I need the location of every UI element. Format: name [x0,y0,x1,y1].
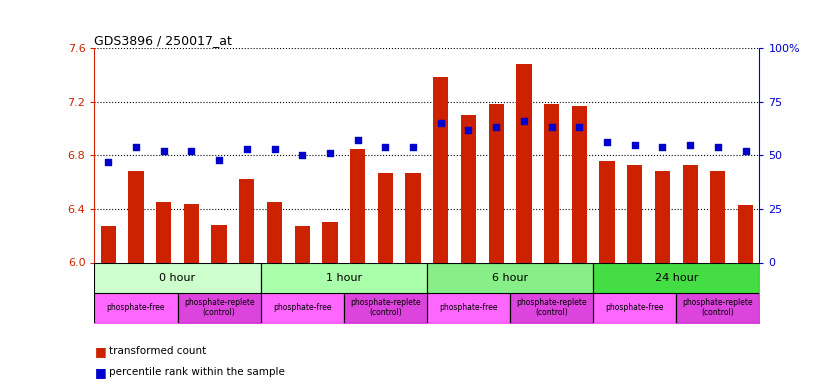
Point [684,141,697,147]
Text: ■: ■ [94,366,106,379]
Point [378,144,392,150]
Point [656,144,669,150]
Bar [571,106,587,263]
Point [600,139,613,146]
Bar [184,204,199,263]
Point [406,144,420,150]
Bar [212,225,227,263]
Point [489,124,502,131]
Text: 6 hour: 6 hour [492,273,528,283]
Text: 24 hour: 24 hour [654,273,698,283]
Bar [710,171,726,263]
Bar [156,202,172,263]
Point [462,126,475,132]
Bar [738,205,753,263]
Text: phosphate-replete
(control): phosphate-replete (control) [516,298,587,317]
Bar [599,161,615,263]
Bar [239,179,255,263]
Bar [350,149,365,263]
Point [545,124,558,131]
Point [434,120,447,126]
Text: ■: ■ [94,345,106,358]
Bar [406,173,420,263]
Bar [295,226,310,263]
Text: GDS3896 / 250017_at: GDS3896 / 250017_at [94,34,232,47]
Point [213,156,226,162]
Bar [627,165,642,263]
Point [241,146,254,152]
Point [628,141,641,147]
Text: phosphate-replete
(control): phosphate-replete (control) [184,298,255,317]
Bar [433,78,448,263]
Point [130,144,143,150]
Bar [378,173,393,263]
Point [157,148,170,154]
Text: phosphate-replete
(control): phosphate-replete (control) [350,298,420,317]
Point [739,148,752,154]
Text: phosphate-replete
(control): phosphate-replete (control) [682,298,753,317]
Point [351,137,365,143]
Point [102,159,115,165]
Bar [128,171,144,263]
Bar [682,165,698,263]
Point [268,146,281,152]
Point [296,152,309,158]
Bar [544,104,559,263]
Text: phosphate-free: phosphate-free [439,303,498,312]
Text: percentile rank within the sample: percentile rank within the sample [109,367,285,377]
Point [185,148,198,154]
Text: phosphate-free: phosphate-free [605,303,664,312]
Text: phosphate-free: phosphate-free [273,303,332,312]
Text: 1 hour: 1 hour [326,273,362,283]
Text: phosphate-free: phosphate-free [107,303,165,312]
Bar [101,226,116,263]
Text: 0 hour: 0 hour [159,273,195,283]
Bar [655,171,670,263]
Text: transformed count: transformed count [109,346,206,356]
Bar [323,222,337,263]
Bar [267,202,282,263]
Point [573,124,586,131]
Bar [516,64,531,263]
Point [323,150,337,156]
Bar [488,104,504,263]
Point [517,118,530,124]
Bar [461,115,476,263]
Point [711,144,724,150]
